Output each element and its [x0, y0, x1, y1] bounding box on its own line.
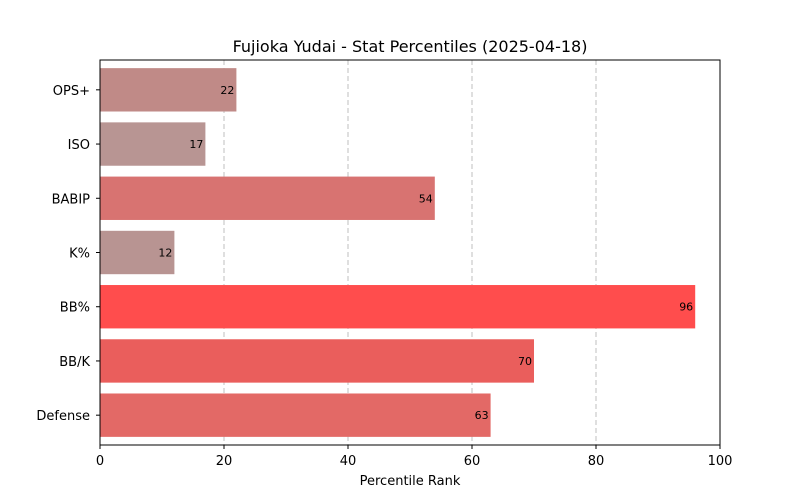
y-tick-label: BB/K — [59, 355, 90, 370]
bar — [100, 230, 175, 275]
data-labels-layer: 22 17 54 12 96 70 63 — [158, 84, 693, 422]
bar-value-label: 22 — [220, 84, 234, 97]
bar — [100, 176, 435, 220]
y-tick-label: BABIP — [52, 192, 91, 207]
y-tick-label: K% — [69, 247, 90, 262]
bar — [100, 285, 696, 329]
bar-value-label: 17 — [189, 138, 203, 151]
bar — [100, 68, 237, 112]
chart-title: Fujioka Yudai - Stat Percentiles (2025-0… — [233, 37, 588, 56]
y-tick-label: Defense — [36, 409, 90, 424]
bar-value-label: 70 — [518, 355, 532, 368]
plot-frame — [99, 59, 721, 446]
x-axis-label: Percentile Rank — [360, 474, 461, 489]
y-tick-labels: OPS+ ISO BABIP K% BB% BB/K Defense — [36, 84, 100, 424]
x-tick-label: 40 — [340, 454, 357, 469]
y-tick-label: ISO — [68, 138, 90, 153]
bar-value-label: 96 — [679, 301, 693, 314]
bar — [100, 122, 206, 166]
bar — [100, 339, 534, 383]
bar-value-label: 54 — [419, 192, 433, 205]
bar — [100, 393, 491, 437]
x-tick-label: 0 — [96, 454, 104, 469]
y-tick-label: OPS+ — [53, 84, 90, 99]
x-tick-label: 60 — [464, 454, 481, 469]
x-tick-label: 100 — [708, 454, 733, 469]
y-tick-label: BB% — [60, 301, 90, 316]
grid-layer — [223, 60, 597, 445]
bar-value-label: 12 — [158, 247, 172, 260]
bar-value-label: 63 — [475, 409, 489, 422]
x-tick-labels: 0 20 40 60 80 100 — [96, 445, 733, 469]
x-tick-label: 80 — [588, 454, 605, 469]
x-tick-label: 20 — [216, 454, 233, 469]
bars-layer — [100, 68, 696, 437]
